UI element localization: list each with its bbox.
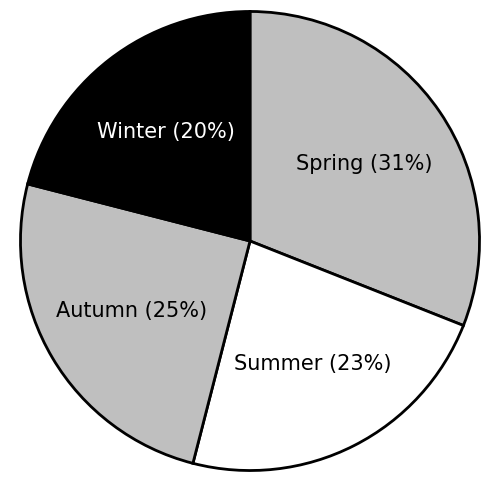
Text: Summer (23%): Summer (23%) <box>234 354 392 374</box>
Text: Autumn (25%): Autumn (25%) <box>56 301 207 321</box>
Wedge shape <box>20 184 250 463</box>
Text: Winter (20%): Winter (20%) <box>96 122 234 142</box>
Text: Spring (31%): Spring (31%) <box>296 154 432 174</box>
Wedge shape <box>28 12 250 241</box>
Wedge shape <box>250 12 480 325</box>
Wedge shape <box>193 241 464 470</box>
